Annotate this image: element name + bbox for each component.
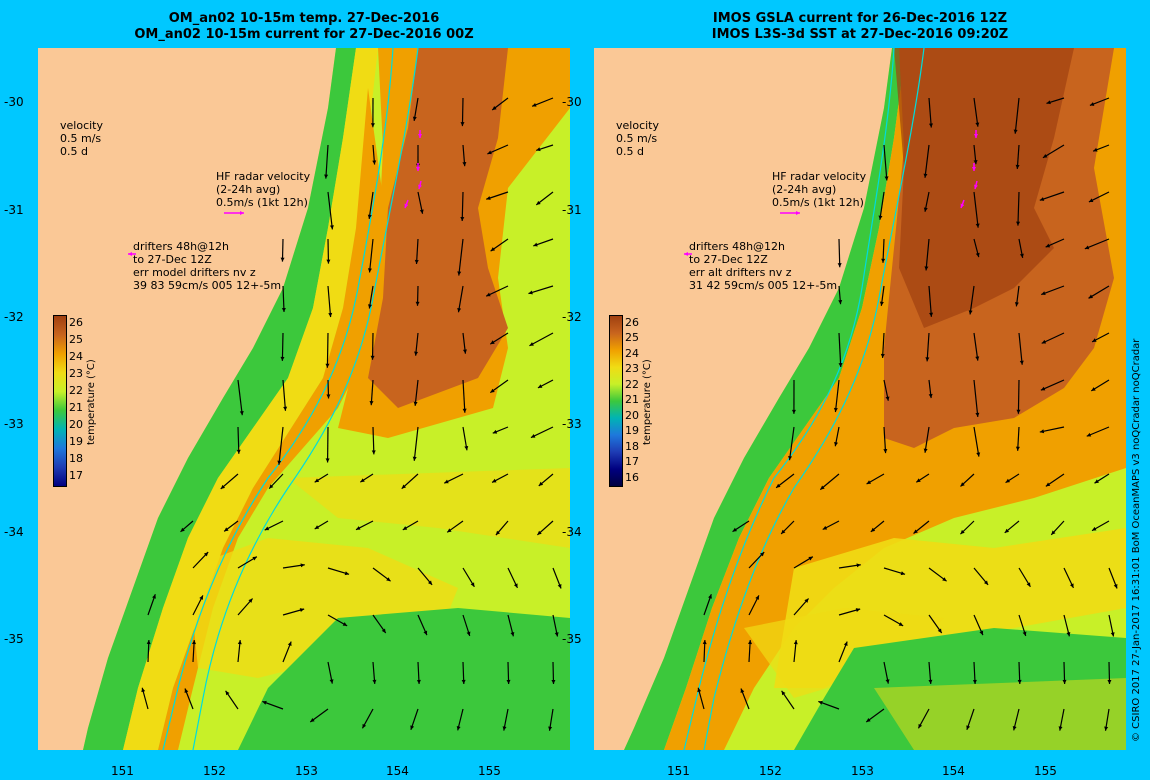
- longitude-tick-label: 154: [386, 764, 409, 778]
- left-current-arrows: [141, 97, 562, 731]
- left-velocity-legend: velocity 0.5 m/s 0.5 d: [60, 119, 103, 158]
- left-title-line2: OM_an02 10-15m current for 27-Dec-2016 0…: [134, 27, 474, 42]
- longitude-tick-label: 152: [203, 764, 226, 778]
- colorbar-tick-label: 19: [69, 435, 83, 448]
- longitude-tick-label: 153: [295, 764, 318, 778]
- left-title: OM_an02 10-15m temp. 27-Dec-2016 OM_an02…: [38, 11, 570, 43]
- colorbar-tick-label: 24: [69, 350, 83, 363]
- latitude-tick-label: -30: [562, 95, 582, 109]
- right-title-line1: IMOS GSLA current for 26-Dec-2016 12Z: [712, 11, 1008, 26]
- latitude-tick-label: -34: [562, 525, 582, 539]
- latitude-tick-label: -35: [562, 632, 582, 646]
- right-map-panel: [594, 48, 1126, 750]
- colorbar-tick-label: 26: [69, 316, 83, 329]
- right-title: IMOS GSLA current for 26-Dec-2016 12Z IM…: [594, 11, 1126, 43]
- longitude-tick-label: 151: [667, 764, 690, 778]
- colorbar-tick-label: 23: [625, 362, 639, 376]
- colorbar-tick-label: 21: [69, 401, 83, 414]
- right-title-line2: IMOS L3S-3d SST at 27-Dec-2016 09:20Z: [711, 27, 1009, 42]
- latitude-tick-label: -33: [4, 417, 24, 431]
- longitude-tick-label: 151: [111, 764, 134, 778]
- latitude-tick-label: -33: [562, 417, 582, 431]
- right-current-arrows: [697, 97, 1118, 731]
- right-velocity-legend: velocity 0.5 m/s 0.5 d: [616, 119, 659, 158]
- longitude-tick-label: 155: [478, 764, 501, 778]
- latitude-tick-label: -32: [562, 310, 582, 324]
- latitude-tick-label: -30: [4, 95, 24, 109]
- colorbar-tick-label: 19: [625, 424, 639, 438]
- land-mass: [594, 48, 892, 750]
- longitude-tick-label: 153: [851, 764, 874, 778]
- left-drifter-legend: drifters 48h@12h to 27-Dec 12Z err model…: [133, 240, 282, 292]
- right-hf-radar-legend: HF radar velocity (2-24h avg) 0.5m/s (1k…: [772, 170, 867, 209]
- latitude-tick-label: -32: [4, 310, 24, 324]
- right-colorbar-title: temperature (°C): [642, 359, 653, 445]
- latitude-tick-label: -35: [4, 632, 24, 646]
- colorbar-tick-label: 22: [69, 384, 83, 397]
- colorbar-tick-label: 23: [69, 367, 83, 380]
- land-mass: [38, 48, 336, 750]
- left-map-panel: [38, 48, 570, 750]
- latitude-tick-label: -31: [4, 203, 24, 217]
- right-drifter-legend: drifters 48h@12h to 27-Dec 12Z err alt d…: [689, 240, 838, 292]
- colorbar-tick-label: 21: [625, 393, 639, 407]
- colorbar-tick-label: 25: [625, 331, 639, 345]
- colorbar-tick-label: 17: [69, 469, 83, 482]
- colorbar-tick-label: 26: [625, 316, 639, 329]
- longitude-tick-label: 154: [942, 764, 965, 778]
- right-hf-radar-arrows: [684, 130, 978, 256]
- colorbar-tick-label: 20: [625, 408, 639, 422]
- left-temperature-map: [38, 48, 570, 750]
- left-title-line1: OM_an02 10-15m temp. 27-Dec-2016: [168, 11, 440, 26]
- longitude-tick-label: 152: [759, 764, 782, 778]
- left-colorbar: [53, 315, 67, 487]
- colorbar-tick-label: 20: [69, 418, 83, 431]
- longitude-tick-label: 155: [1034, 764, 1057, 778]
- colorbar-tick-label: 22: [625, 377, 639, 391]
- credit-text: © CSIRO 2017 27-Jan-2017 16:31:01 BoM Oc…: [1131, 338, 1142, 742]
- latitude-tick-label: -31: [562, 203, 582, 217]
- latitude-tick-label: -34: [4, 525, 24, 539]
- colorbar-tick-label: 18: [625, 439, 639, 453]
- colorbar-tick-label: 16: [625, 470, 639, 484]
- right-colorbar: [609, 315, 623, 487]
- left-hf-radar-arrows: [128, 130, 422, 256]
- left-colorbar-title: temperature (°C): [86, 359, 97, 445]
- colorbar-tick-label: 18: [69, 452, 83, 465]
- left-hf-radar-legend: HF radar velocity (2-24h avg) 0.5m/s (1k…: [216, 170, 311, 209]
- colorbar-tick-label: 17: [625, 455, 639, 469]
- right-sst-map: [594, 48, 1126, 750]
- colorbar-tick-label: 24: [625, 346, 639, 360]
- colorbar-tick-label: 25: [69, 333, 83, 346]
